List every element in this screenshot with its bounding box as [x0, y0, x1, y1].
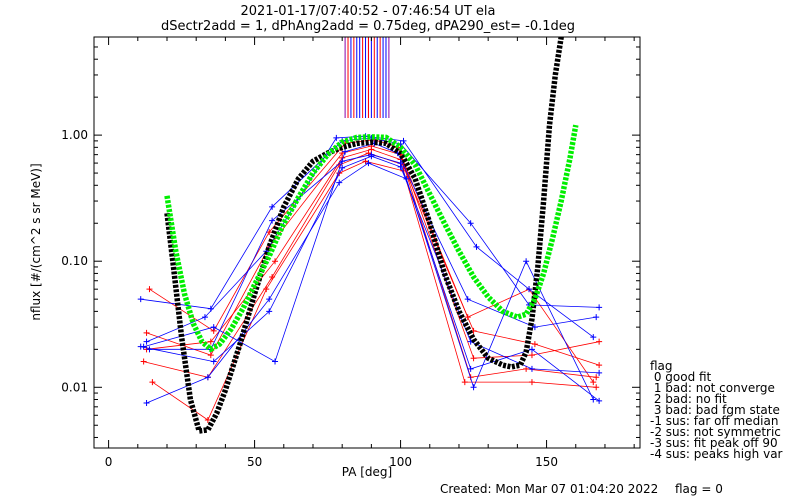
data-point: [528, 352, 535, 359]
legend-item: 2 bad: no fit: [650, 392, 727, 406]
data-point: [266, 229, 273, 236]
series-line: [149, 154, 600, 402]
data-point: [528, 346, 535, 353]
legend-item: -3 sus: fit peak off 90: [650, 436, 778, 450]
chart-subtitle: dSectr2add = 1, dPhAng2add = 0.75deg, dP…: [161, 19, 575, 34]
data-point: [272, 258, 279, 265]
data-point: [470, 384, 477, 391]
data-point: [590, 379, 597, 386]
data-point: [365, 160, 372, 167]
x-axis-label: PA [deg]: [342, 465, 392, 479]
data-point: [210, 358, 217, 365]
data-point: [146, 346, 153, 353]
data-point: [467, 365, 474, 372]
series-line: [146, 145, 600, 359]
data-point: [368, 146, 375, 153]
data-point: [143, 338, 150, 345]
data-point: [263, 286, 270, 293]
y-tick-label: 1.00: [61, 128, 88, 142]
data-point: [333, 134, 340, 141]
legend: flag 0 good fit 1 bad: not converge 2 ba…: [650, 359, 783, 461]
fit-curve-black: [164, 36, 564, 434]
flag-status: flag = 0: [675, 482, 723, 496]
data-point: [596, 369, 603, 376]
data-point: [531, 341, 538, 348]
data-series: [137, 133, 603, 424]
created-timestamp: Created: Mon Mar 07 01:04:20 2022: [440, 482, 658, 496]
x-tick-label: 100: [389, 455, 412, 469]
data-point: [339, 164, 346, 171]
data-point: [464, 296, 471, 303]
data-point: [593, 314, 600, 321]
plot-frame: [93, 36, 641, 449]
data-point: [461, 379, 468, 386]
data-point: [266, 308, 273, 315]
series-line: [140, 155, 600, 374]
fit-curve-green: [164, 124, 579, 353]
data-point: [523, 258, 530, 265]
data-point: [137, 343, 144, 350]
x-tick-label: 50: [247, 455, 262, 469]
data-point: [207, 352, 214, 359]
data-point: [204, 417, 211, 424]
data-point: [339, 158, 346, 165]
peak-markers: [344, 37, 390, 118]
y-tick-label: 0.10: [61, 254, 88, 268]
data-point: [470, 355, 477, 362]
fit-curves: [164, 36, 579, 434]
plot-area: 0 50 100 150 0.01 0.10 1.00: [61, 36, 641, 469]
data-point: [336, 179, 343, 186]
chart-title: 2021-01-17/07:40:52 - 07:46:54 UT ela: [241, 4, 496, 19]
data-point: [266, 296, 273, 303]
data-point: [207, 338, 214, 345]
x-tick-label: 0: [105, 455, 113, 469]
data-point: [137, 296, 144, 303]
data-point: [397, 163, 404, 170]
legend-item: 1 bad: not converge: [650, 381, 775, 395]
data-point: [400, 137, 407, 144]
legend-item: -4 sus: peaks high var: [650, 447, 783, 461]
data-point: [269, 203, 276, 210]
data-point: [528, 365, 535, 372]
data-point: [526, 286, 533, 293]
data-point: [593, 384, 600, 391]
data-point: [269, 217, 276, 224]
legend-item: 3 bad: bad fgm state: [650, 403, 780, 417]
data-point: [467, 220, 474, 227]
data-point: [143, 329, 150, 336]
data-point: [590, 396, 597, 403]
data-point: [146, 286, 153, 293]
x-axis: 0 50 100 150: [105, 37, 635, 469]
data-point: [531, 324, 538, 331]
legend-item: 0 good fit: [650, 370, 712, 384]
data-point: [473, 243, 480, 250]
data-point: [596, 338, 603, 345]
data-point: [593, 374, 600, 381]
data-point: [140, 358, 147, 365]
data-point: [596, 397, 603, 404]
data-point: [590, 334, 597, 341]
legend-title: flag: [650, 359, 673, 373]
data-point: [596, 362, 603, 369]
x-tick-label: 150: [535, 455, 558, 469]
data-point: [201, 314, 208, 321]
y-tick-label: 0.01: [61, 380, 88, 394]
data-point: [204, 374, 211, 381]
y-axis-label: nflux [#/(cm^2 s sr MeV)]: [29, 163, 43, 320]
data-point: [272, 358, 279, 365]
data-point: [528, 379, 535, 386]
legend-item: -2 sus: not symmetric: [650, 425, 781, 439]
data-point: [368, 153, 375, 160]
data-point: [342, 148, 349, 155]
data-point: [210, 324, 217, 331]
data-point: [149, 379, 156, 386]
legend-item: -1 sus: far off median: [650, 414, 778, 428]
data-point: [596, 304, 603, 311]
data-point: [523, 365, 530, 372]
data-point: [143, 400, 150, 407]
y-axis: 0.01 0.10 1.00: [61, 36, 640, 438]
